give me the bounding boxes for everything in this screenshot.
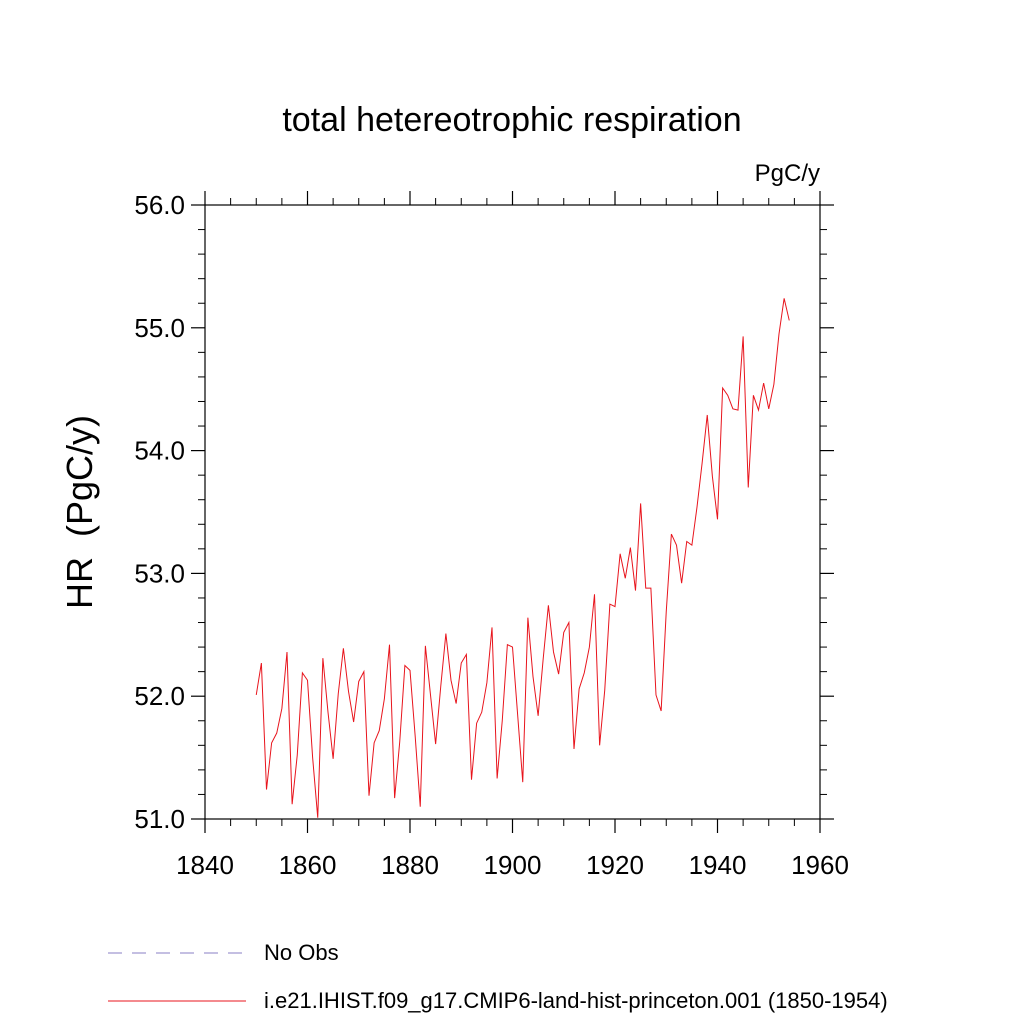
- x-axis: 1840 1860 1880 1900 1920 1940 1960: [176, 191, 849, 880]
- y-tick-label: 55.0: [134, 313, 185, 343]
- x-tick-label: 1960: [791, 850, 849, 880]
- series-layer: [255, 298, 790, 818]
- chart-title: total hetereotrophic respiration: [282, 101, 741, 139]
- y-axis-label: HR (PgC/y): [59, 415, 100, 609]
- x-tick-label: 1860: [279, 850, 337, 880]
- y-tick-label: 52.0: [134, 681, 185, 711]
- legend: No Obs i.e21.IHIST.f09_g17.CMIP6-land-hi…: [108, 940, 888, 1013]
- y-tick-label: 54.0: [134, 436, 185, 466]
- y-axis: 51.0 52.0 53.0 54.0 55.0 56.0: [134, 190, 834, 834]
- y-tick-label: 56.0: [134, 190, 185, 220]
- series-line: [255, 298, 790, 818]
- legend-no-obs-label: No Obs: [264, 940, 339, 965]
- legend-series-label: i.e21.IHIST.f09_g17.CMIP6-land-hist-prin…: [264, 988, 888, 1013]
- x-tick-label: 1880: [381, 850, 439, 880]
- x-tick-label: 1900: [484, 850, 542, 880]
- plot-frame: [204, 204, 821, 820]
- x-tick-label: 1940: [689, 850, 747, 880]
- units-label: PgC/y: [755, 160, 820, 187]
- y-tick-label: 53.0: [134, 558, 185, 588]
- y-tick-label: 51.0: [134, 804, 185, 834]
- x-tick-label: 1840: [176, 850, 234, 880]
- x-tick-label: 1920: [586, 850, 644, 880]
